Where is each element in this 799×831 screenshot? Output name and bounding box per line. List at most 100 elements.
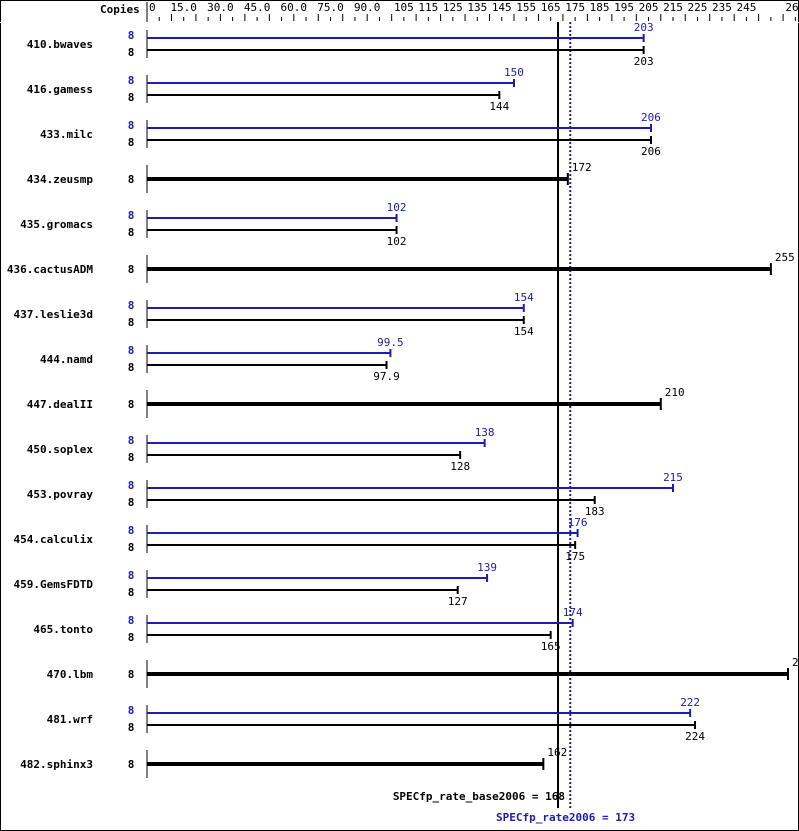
peak-value-label: 102 <box>387 201 407 214</box>
tick-label: 225 <box>688 1 708 14</box>
peak-value-label: 139 <box>477 561 497 574</box>
benchmark-label: 465.tonto <box>33 623 93 636</box>
tick-label: 125 <box>443 1 463 14</box>
tick-label: 175 <box>565 1 585 14</box>
copies-base: 8 <box>128 668 135 681</box>
base-value-label: 206 <box>641 145 661 158</box>
tick-label: 145 <box>492 1 512 14</box>
tick-label: 90.0 <box>354 1 381 14</box>
copies-peak: 8 <box>128 569 135 582</box>
copies-base: 8 <box>128 631 135 644</box>
base-value-label: 154 <box>514 325 534 338</box>
base-value-label: 255 <box>775 251 795 264</box>
base-value-label: 183 <box>585 505 605 518</box>
copies-base: 8 <box>128 541 135 554</box>
tick-label: 155 <box>516 1 536 14</box>
copies-base: 8 <box>128 136 135 149</box>
base-value-label: 210 <box>665 386 685 399</box>
benchmark-label: 435.gromacs <box>20 218 93 231</box>
base-value-label: 165 <box>541 640 561 653</box>
benchmark-label: 450.soplex <box>27 443 94 456</box>
tick-label: 135 <box>467 1 487 14</box>
copies-base: 8 <box>128 398 135 411</box>
copies-peak: 8 <box>128 614 135 627</box>
peak-reference-label: SPECfp_rate2006 = 173 <box>496 811 635 824</box>
peak-value-label: 174 <box>563 606 583 619</box>
base-value-label: 128 <box>450 460 470 473</box>
peak-value-label: 150 <box>504 66 524 79</box>
peak-value-label: 206 <box>641 111 661 124</box>
peak-value-label: 203 <box>634 21 654 34</box>
benchmark-label: 453.povray <box>27 488 94 501</box>
tick-label: 60.0 <box>281 1 308 14</box>
tick-label: 15.0 <box>170 1 197 14</box>
benchmark-label: 481.wrf <box>47 713 93 726</box>
tick-label: 30.0 <box>207 1 234 14</box>
base-value-label: 262 <box>792 656 799 669</box>
benchmark-label: 436.cactusADM <box>7 263 93 276</box>
copies-base: 8 <box>128 586 135 599</box>
peak-value-label: 222 <box>680 696 700 709</box>
benchmark-label: 410.bwaves <box>27 38 93 51</box>
copies-peak: 8 <box>128 299 135 312</box>
benchmark-label: 454.calculix <box>14 533 94 546</box>
base-value-label: 144 <box>489 100 509 113</box>
benchmark-label: 470.lbm <box>47 668 94 681</box>
copies-base: 8 <box>128 46 135 59</box>
copies-peak: 8 <box>128 704 135 717</box>
copies-base: 8 <box>128 173 135 186</box>
base-value-label: 203 <box>634 55 654 68</box>
copies-base: 8 <box>128 361 135 374</box>
tick-label: 45.0 <box>244 1 271 14</box>
tick-label: 205 <box>639 1 659 14</box>
copies-base: 8 <box>128 721 135 734</box>
base-value-label: 102 <box>387 235 407 248</box>
tick-label: 215 <box>663 1 683 14</box>
benchmark-label: 416.gamess <box>27 83 93 96</box>
tick-label: 265 <box>785 1 799 14</box>
tick-label: 105 <box>394 1 414 14</box>
copies-base: 8 <box>128 758 135 771</box>
tick-label: 75.0 <box>317 1 344 14</box>
copies-base: 8 <box>128 496 135 509</box>
base-value-label: 97.9 <box>373 370 400 383</box>
peak-value-label: 99.5 <box>377 336 404 349</box>
base-value-label: 162 <box>547 746 567 759</box>
copies-base: 8 <box>128 316 135 329</box>
benchmark-label: 459.GemsFDTD <box>14 578 94 591</box>
peak-value-label: 138 <box>475 426 495 439</box>
base-reference-label: SPECfp_rate_base2006 = 168 <box>393 790 565 803</box>
copies-base: 8 <box>128 226 135 239</box>
benchmark-label: 444.namd <box>40 353 93 366</box>
tick-label: 195 <box>614 1 634 14</box>
benchmark-label: 434.zeusmp <box>27 173 94 186</box>
peak-value-label: 176 <box>568 516 588 529</box>
benchmark-label: 437.leslie3d <box>14 308 93 321</box>
base-value-label: 172 <box>572 161 592 174</box>
copies-peak: 8 <box>128 119 135 132</box>
peak-value-label: 154 <box>514 291 534 304</box>
tick-label: 185 <box>590 1 610 14</box>
axis-label: Copies <box>100 3 140 16</box>
copies-peak: 8 <box>128 524 135 537</box>
copies-peak: 8 <box>128 209 135 222</box>
base-value-label: 127 <box>448 595 468 608</box>
copies-peak: 8 <box>128 74 135 87</box>
copies-base: 8 <box>128 451 135 464</box>
benchmark-label: 447.dealII <box>27 398 93 411</box>
copies-base: 8 <box>128 91 135 104</box>
copies-peak: 8 <box>128 344 135 357</box>
copies-peak: 8 <box>128 434 135 447</box>
benchmark-label: 433.milc <box>40 128 93 141</box>
copies-peak: 8 <box>128 479 135 492</box>
copies-base: 8 <box>128 263 135 276</box>
tick-label: 0 <box>149 1 156 14</box>
tick-label: 245 <box>736 1 756 14</box>
peak-value-label: 215 <box>663 471 683 484</box>
copies-peak: 8 <box>128 29 135 42</box>
benchmark-label: 482.sphinx3 <box>20 758 93 771</box>
base-value-label: 224 <box>685 730 705 743</box>
